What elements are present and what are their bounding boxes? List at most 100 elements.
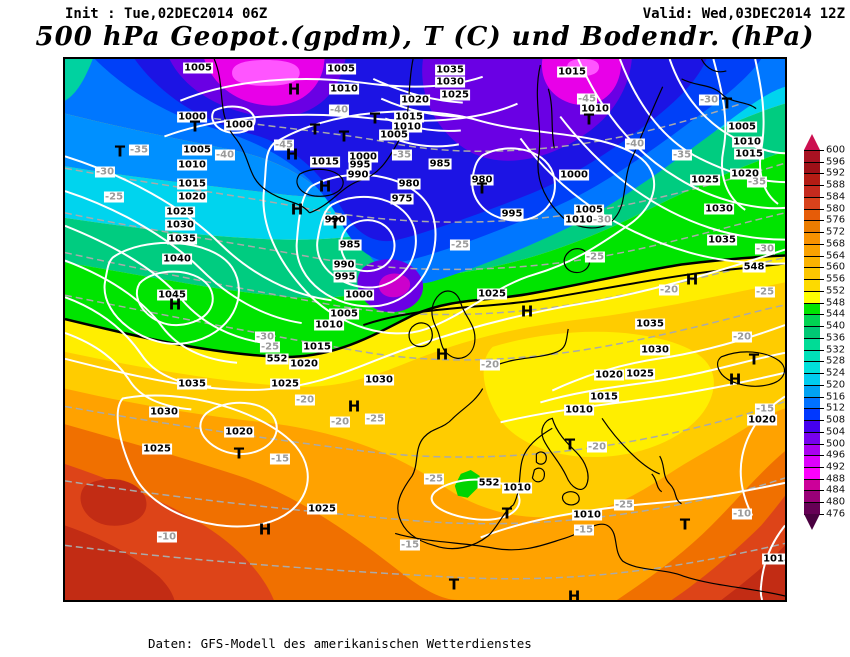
legend-tick — [804, 279, 824, 281]
legend-value-label: 544 — [826, 308, 846, 320]
legend-value-label: 580 — [826, 203, 846, 215]
legend-color-block — [804, 326, 820, 339]
legend-tick — [804, 337, 824, 339]
legend-tick — [804, 267, 824, 269]
map-field-svg — [65, 59, 785, 600]
isobar-contours — [65, 59, 785, 600]
legend-tick — [804, 255, 824, 257]
legend-tick — [804, 443, 824, 445]
valid-time-label: Valid: Wed,03DEC2014 12Z — [642, 6, 845, 22]
legend-value-label: 564 — [826, 250, 846, 262]
legend-tick — [804, 431, 824, 433]
legend-color-block — [804, 150, 820, 163]
legend-tick — [804, 502, 824, 504]
legend-value-label: 520 — [826, 379, 846, 391]
legend-value-label: 556 — [826, 273, 846, 285]
legend-color-block — [804, 408, 820, 421]
legend-value-label: 568 — [826, 238, 846, 250]
legend-value-label: 552 — [826, 285, 846, 297]
legend-value-label: 496 — [826, 449, 846, 461]
legend-value-label: 500 — [826, 438, 846, 449]
legend-tick — [804, 420, 824, 422]
legend-tick — [804, 478, 824, 480]
legend-tick — [804, 384, 824, 386]
legend-value-label: 600 — [826, 144, 846, 156]
legend-color-block — [804, 337, 820, 351]
coastlines — [213, 59, 785, 597]
legend-color-block — [804, 196, 820, 210]
legend-value-label: 504 — [826, 426, 846, 438]
legend-value-label: 540 — [826, 320, 846, 332]
legend-value-label: 596 — [826, 156, 846, 168]
legend-color-block — [804, 384, 820, 398]
legend-tick — [804, 243, 824, 245]
legend-value-label: 576 — [826, 214, 846, 226]
weather-map: 1005 1005 1010 1000 1000 1020 1015 1010 1005 1005… — [63, 57, 787, 602]
legend-color-block — [804, 443, 820, 456]
legend-value-label: 560 — [826, 261, 846, 273]
legend-color-block — [804, 161, 820, 175]
legend-color-block — [804, 243, 820, 257]
legend-color-block — [804, 373, 820, 386]
legend-value-label: 488 — [826, 473, 846, 485]
legend-arrow-up-icon — [804, 134, 820, 150]
legend-color-block — [804, 478, 820, 492]
green-cold-spot — [454, 469, 480, 498]
legend-color-block — [804, 173, 820, 186]
legend-tick — [804, 396, 824, 398]
footer-data-source: Daten: GFS-Modell des amerikanischen Wet… — [148, 636, 532, 651]
legend-tick — [804, 185, 824, 187]
legend-color-block — [804, 361, 820, 374]
legend-tick — [804, 490, 824, 492]
legend-value-label: 476 — [826, 508, 846, 520]
color-scale-legend: 600 596 592 588 584 580 576 572 568 564 560 556 552 5… — [804, 134, 850, 534]
legend-value-label: 516 — [826, 391, 846, 403]
legend-tick — [804, 290, 824, 292]
legend-tick — [804, 208, 824, 210]
legend-color-block — [804, 220, 820, 233]
legend-value-label: 528 — [826, 355, 846, 367]
legend-arrow-down-icon — [804, 513, 820, 530]
legend-color-block — [804, 290, 820, 304]
legend-color-block — [804, 349, 820, 362]
legend-tick — [804, 150, 824, 151]
legend-tick — [804, 196, 824, 198]
legend-color-block — [804, 255, 820, 268]
legend-color-block — [804, 302, 820, 315]
legend-tick — [804, 220, 824, 222]
legend-value-label: 584 — [826, 191, 846, 203]
legend-tick — [804, 361, 824, 363]
legend-tick — [804, 373, 824, 375]
legend-tick — [804, 314, 824, 316]
legend-tick — [804, 232, 824, 234]
legend-color-block — [804, 267, 820, 280]
legend-value-label: 572 — [826, 226, 846, 238]
legend-color-block — [804, 502, 820, 515]
footer: Daten: GFS-Modell des amerikanischen Wet… — [148, 606, 532, 657]
legend-color-block — [804, 185, 820, 198]
legend-value-label: 592 — [826, 167, 846, 179]
legend-value-label: 480 — [826, 496, 846, 508]
legend-tick — [804, 161, 824, 163]
legend-value-label: 548 — [826, 297, 846, 309]
legend-color-block — [804, 431, 820, 445]
legend-tick — [804, 302, 824, 304]
legend-value-label: 536 — [826, 332, 846, 344]
legend-value-label: 492 — [826, 461, 846, 473]
legend-color-block — [804, 490, 820, 503]
legend-color-block — [804, 279, 820, 292]
legend-value-label: 532 — [826, 344, 846, 356]
legend-color-block — [804, 466, 820, 480]
legend-tick — [804, 408, 824, 410]
legend-tick — [804, 349, 824, 351]
legend-tick — [804, 173, 824, 175]
legend-color-block — [804, 208, 820, 222]
legend-tick — [804, 455, 824, 457]
page-title: 500 hPa Geopot.(gpdm), T (C) und Bodendr… — [35, 22, 815, 52]
legend-color-block — [804, 232, 820, 245]
legend-tick — [804, 326, 824, 328]
legend-value-label: 484 — [826, 484, 846, 496]
legend-color-block — [804, 420, 820, 433]
legend-value-label: 512 — [826, 402, 846, 414]
